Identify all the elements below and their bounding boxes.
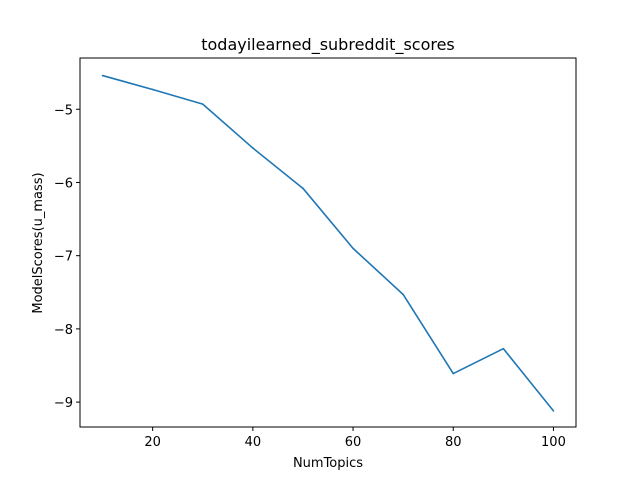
data-point: [352, 247, 354, 250]
y-axis: −9 −8 −7 −6 −5: [54, 103, 80, 411]
y-axis-label: ModelScores(u_mass): [31, 172, 46, 313]
plot-area: [101, 74, 555, 412]
x-axis-label: NumTopics: [293, 456, 363, 471]
x-tick-label: 80: [445, 435, 462, 450]
chart-title: todayilearned_subreddit_scores: [201, 35, 455, 55]
y-tick-label: −9: [54, 396, 73, 411]
data-point: [402, 293, 404, 296]
data-point: [151, 88, 154, 91]
data-point: [201, 103, 204, 105]
data-point: [302, 187, 304, 190]
data-point: [452, 372, 455, 375]
data-point: [252, 147, 254, 149]
y-tick-label: −8: [54, 323, 73, 338]
y-tick-label: −5: [54, 103, 73, 118]
data-point: [101, 74, 104, 77]
x-tick-label: 40: [245, 435, 262, 450]
x-axis: 20 40 60 80 100: [144, 427, 566, 450]
axes-frame: [79, 57, 577, 428]
x-tick-label: 60: [345, 435, 362, 450]
data-point: [502, 347, 505, 350]
data-point: [552, 410, 555, 412]
x-tick-label: 100: [541, 435, 566, 450]
series-line-0: [102, 74, 555, 412]
x-tick-label: 20: [144, 435, 161, 450]
y-tick-label: −6: [54, 176, 73, 191]
y-tick-label: −7: [54, 250, 73, 265]
